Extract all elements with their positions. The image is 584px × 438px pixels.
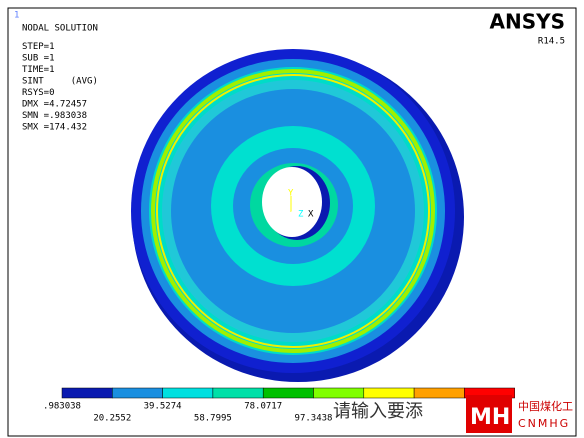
legend-label: 39.5274 (144, 402, 182, 412)
legend-swatch (262, 387, 314, 399)
info-line: TIME=1 (22, 65, 55, 75)
info-line: SMX =174.432 (22, 123, 87, 133)
watermark: 请输入要添 (333, 401, 423, 422)
legend-swatch (212, 387, 264, 399)
logo-mark: MH (470, 405, 510, 430)
legend-label: 97.3438 (295, 414, 333, 424)
legend-swatch (413, 387, 465, 399)
version: R14.5 (538, 37, 565, 47)
legend-label: 78.0717 (244, 402, 282, 412)
info-line: NODAL SOLUTION (22, 24, 98, 34)
model (131, 49, 464, 382)
legend-label: 58.7995 (194, 414, 232, 424)
legend-label: .983038 (43, 402, 81, 412)
info-line: DMX =4.72457 (22, 100, 87, 110)
info-line: SUB =1 (22, 54, 55, 64)
legend-swatch (363, 387, 415, 399)
info-line: RSYS=0 (22, 88, 55, 98)
legend-label: 20.2552 (93, 414, 131, 424)
legend-swatch (162, 387, 214, 399)
window-number: 1 (14, 11, 19, 21)
info-line: STEP=1 (22, 42, 55, 52)
logo: MH 中国煤化工 CNMHG (466, 395, 573, 433)
legend-swatch (112, 387, 163, 399)
legend-swatch (313, 387, 365, 399)
triad-label: X (308, 210, 314, 220)
legend-swatch (61, 387, 113, 399)
info-line: SMN =.983038 (22, 111, 87, 121)
triad-label: Y (288, 189, 294, 199)
triad-label: Z (298, 210, 304, 220)
info-line: SINT (AVG) (22, 77, 98, 87)
logo-name: 中国煤化工 (518, 399, 573, 413)
logo-code: CNMHG (518, 417, 570, 430)
brand: ANSYS (489, 10, 565, 34)
